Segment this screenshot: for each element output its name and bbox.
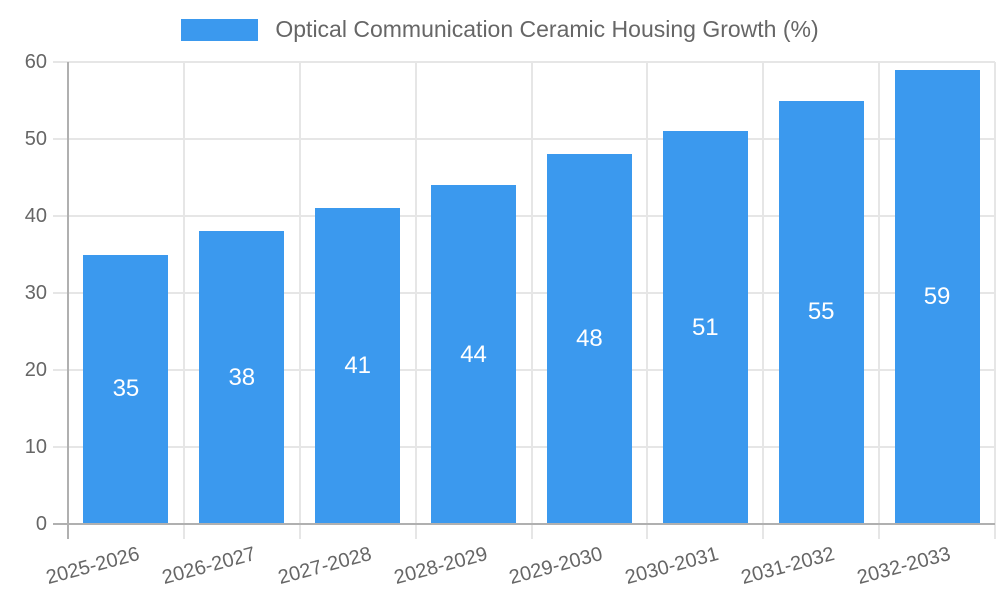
y-tick-label: 60 <box>24 51 47 73</box>
bar-2032-2033 <box>894 69 980 524</box>
bar-2026-2027 <box>199 231 285 524</box>
y-tick-label: 0 <box>35 513 47 535</box>
bar-2030-2031 <box>662 131 748 524</box>
bar-value-label: 38 <box>228 363 256 391</box>
y-tick-label: 50 <box>24 128 47 150</box>
bar-2025-2026 <box>83 254 169 524</box>
y-tick-label: 30 <box>24 282 47 304</box>
bar-value-label: 44 <box>460 340 487 368</box>
y-gridline <box>53 369 995 371</box>
bar-2031-2032 <box>778 100 864 524</box>
y-gridline <box>53 446 995 448</box>
x-gridline <box>182 62 185 539</box>
x-gridline <box>878 62 881 539</box>
legend-swatch <box>181 18 259 41</box>
y-gridline <box>53 138 995 140</box>
y-axis-line <box>67 62 69 539</box>
bar-value-label: 59 <box>923 282 951 310</box>
y-gridline <box>53 61 995 63</box>
x-gridline <box>414 62 417 539</box>
y-gridline <box>53 215 995 217</box>
bar-value-label: 55 <box>807 298 835 326</box>
y-tick-label: 20 <box>24 359 47 381</box>
bar-value-label: 41 <box>344 352 372 380</box>
y-gridline <box>53 292 995 294</box>
bar-value-label: 51 <box>691 313 719 341</box>
bar-value-label: 48 <box>576 325 603 353</box>
x-axis-line <box>53 523 995 525</box>
bar-2027-2028 <box>315 208 401 524</box>
x-gridline <box>646 62 649 539</box>
x-gridline <box>530 62 533 539</box>
x-gridline <box>298 62 301 539</box>
bar-2028-2029 <box>431 185 517 524</box>
x-gridline <box>762 62 765 539</box>
legend-label: Optical Communication Ceramic Housing Gr… <box>275 16 819 42</box>
x-gridline <box>994 62 996 539</box>
chart-legend[interactable]: Optical Communication Ceramic Housing Gr… <box>0 16 1000 43</box>
y-tick-label: 10 <box>24 436 47 458</box>
bar-2029-2030 <box>546 154 632 524</box>
y-tick-label: 40 <box>24 205 47 227</box>
bar-value-label: 35 <box>112 375 140 403</box>
